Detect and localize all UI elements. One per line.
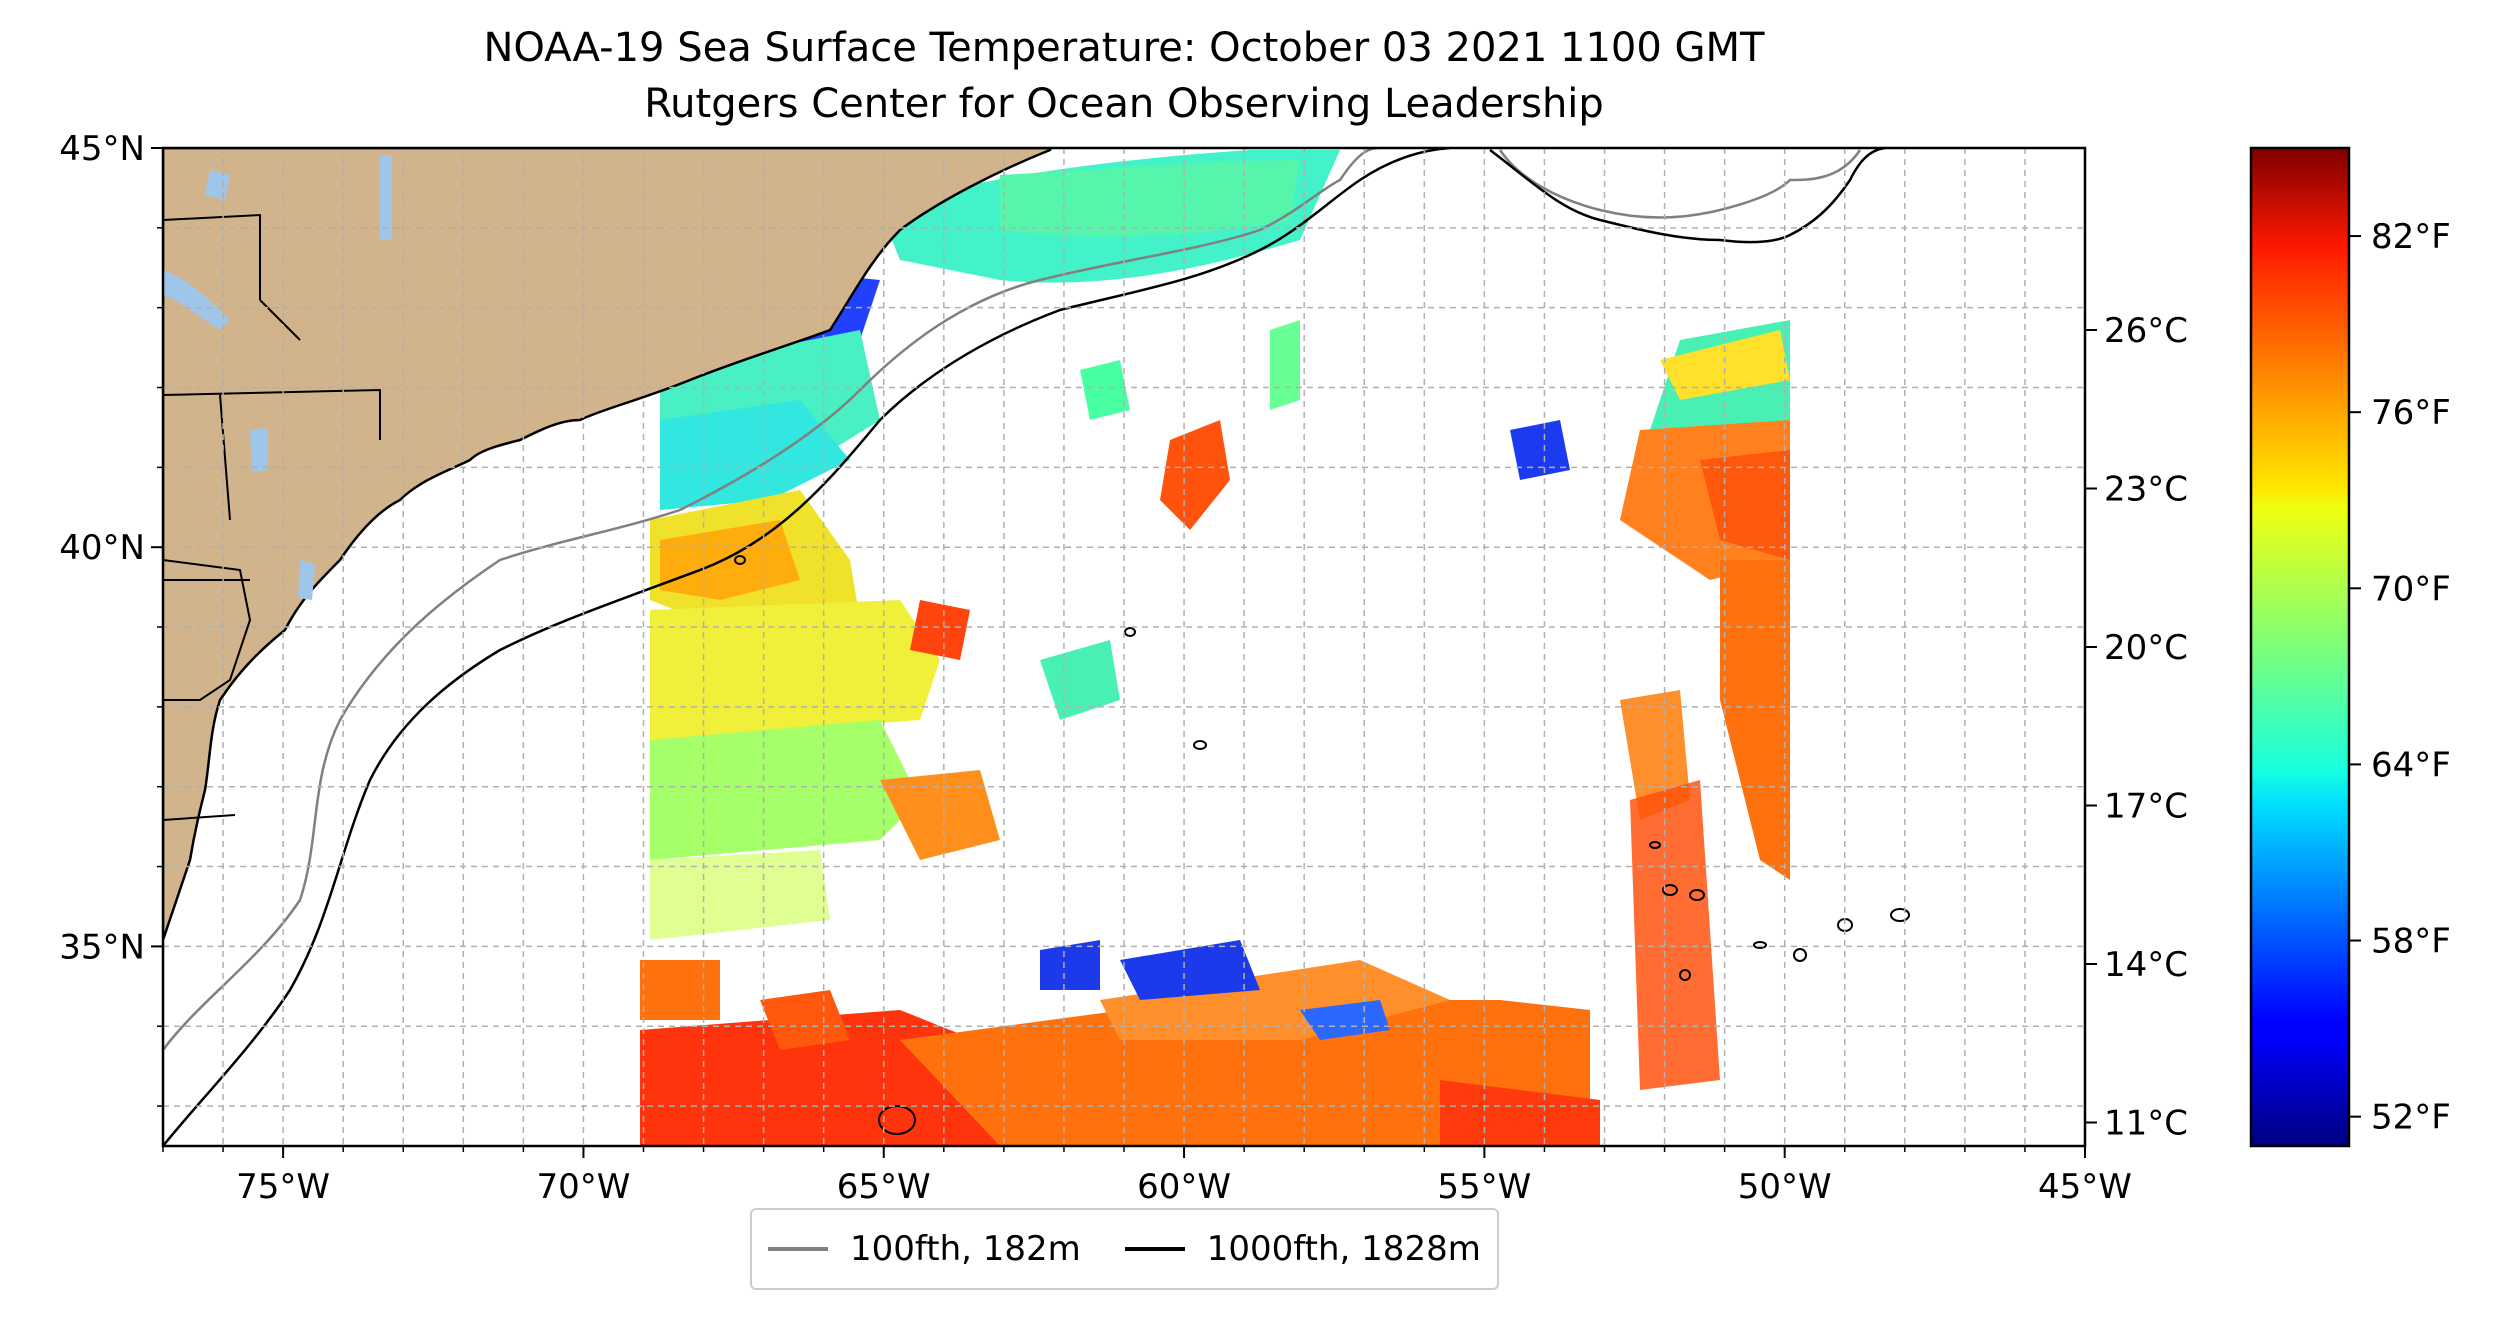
colorbar-f-label: 70°F [2371, 569, 2451, 609]
isobath-legend: 100fth, 182m 1000fth, 1828m [750, 1208, 1499, 1290]
lat-tick-label: 45°N [59, 129, 145, 169]
colorbar-f-label: 82°F [2371, 217, 2451, 257]
isobath-100fth [163, 148, 1862, 1051]
colorbar-f-label: 64°F [2371, 745, 2451, 785]
chart-title: NOAA-19 Sea Surface Temperature: October… [483, 25, 1765, 71]
colorbar [2249, 146, 2351, 1148]
colorbar-f-label: 58°F [2371, 922, 2451, 962]
colorbar-c-label: 17°C [2104, 787, 2188, 827]
latitude-axis: 35°N 40°N 45°N [59, 129, 163, 1107]
colorbar-c-label: 20°C [2104, 628, 2188, 668]
lon-tick-label: 50°W [1738, 1167, 1832, 1207]
colorbar-fahrenheit-axis: 52°F 58°F 64°F 70°F 76°F 82°F [2349, 217, 2451, 1138]
lon-tick-label: 45°W [2038, 1167, 2132, 1207]
lon-tick-label: 55°W [1437, 1167, 1531, 1207]
chart-subtitle: Rutgers Center for Ocean Observing Leade… [644, 81, 1604, 127]
legend-label-100fth: 100fth, 182m [850, 1229, 1081, 1269]
longitude-axis: 75°W 70°W 65°W 60°W 55°W 50°W 45°W [162, 1146, 2132, 1207]
legend-swatch-100fth [768, 1247, 828, 1251]
colorbar-c-label: 26°C [2104, 311, 2188, 351]
lat-tick-label: 35°N [59, 927, 145, 967]
lon-tick-label: 75°W [236, 1167, 330, 1207]
colorbar-c-label: 11°C [2104, 1104, 2188, 1144]
colorbar-c-label: 14°C [2104, 945, 2188, 985]
lon-tick-label: 60°W [1137, 1167, 1231, 1207]
lon-tick-label: 70°W [536, 1167, 630, 1207]
lon-tick-label: 65°W [837, 1167, 931, 1207]
colorbar-c-label: 23°C [2104, 469, 2188, 509]
seamount-contours [734, 555, 1910, 1135]
colorbar-f-label: 76°F [2371, 393, 2451, 433]
lat-tick-label: 40°N [59, 528, 145, 568]
land [163, 148, 1052, 941]
legend-item-100fth: 100fth, 182m [768, 1229, 1081, 1269]
legend-item-1000fth: 1000fth, 1828m [1124, 1229, 1481, 1269]
gridlines [163, 148, 2085, 1146]
colorbar-f-label: 52°F [2371, 1098, 2451, 1138]
legend-swatch-1000fth [1124, 1247, 1185, 1251]
colorbar-celsius-axis: 11°C 14°C 17°C 20°C 23°C 26°C [2085, 311, 2188, 1144]
isobath-1000fth [163, 148, 1886, 1146]
legend-label-1000fth: 1000fth, 1828m [1206, 1229, 1481, 1269]
